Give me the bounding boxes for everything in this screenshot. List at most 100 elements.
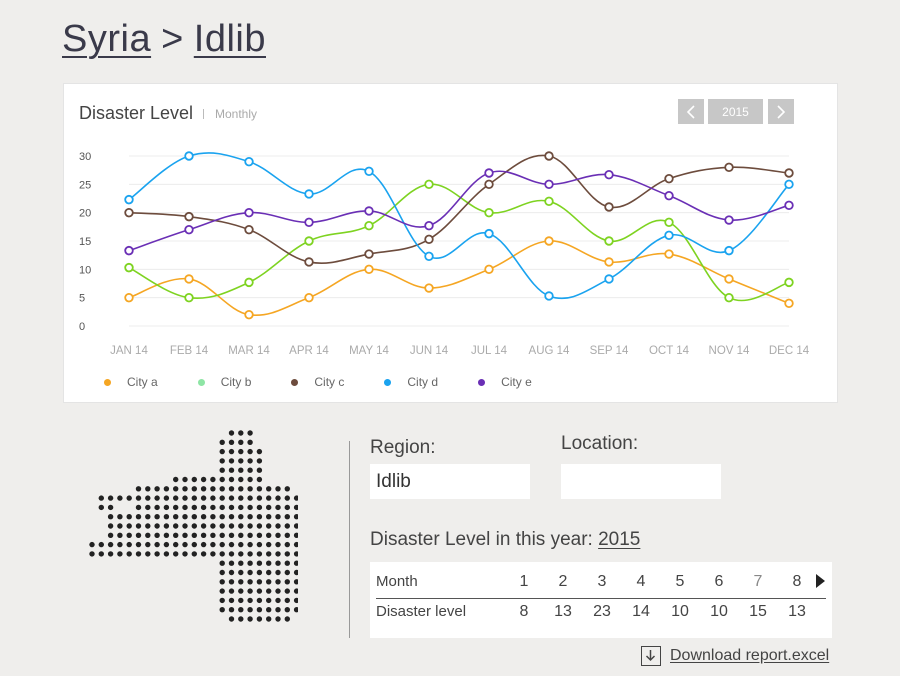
map-dot	[228, 532, 235, 538]
map-dot	[247, 523, 253, 529]
map-dot	[154, 551, 160, 557]
data-point[interactable]	[124, 245, 134, 256]
legend-item[interactable]: City e	[478, 375, 532, 389]
map-dot	[126, 532, 132, 538]
map-dot	[163, 504, 170, 511]
data-point[interactable]	[124, 194, 134, 205]
data-point[interactable]	[664, 230, 674, 241]
data-point[interactable]	[244, 207, 254, 218]
data-point[interactable]	[304, 189, 314, 199]
triangle-right-icon[interactable]	[816, 574, 825, 588]
data-point[interactable]	[604, 236, 614, 246]
data-point[interactable]	[544, 196, 554, 207]
data-point[interactable]	[184, 274, 194, 284]
data-point[interactable]	[604, 202, 614, 212]
map-dot	[247, 616, 253, 622]
data-point[interactable]	[484, 264, 494, 275]
legend-item[interactable]: City c	[291, 375, 344, 389]
data-point[interactable]	[784, 277, 794, 288]
data-point[interactable]	[244, 156, 254, 167]
map-dot	[247, 532, 253, 538]
map-dot	[200, 514, 207, 520]
map-dot	[182, 541, 188, 548]
data-point[interactable]	[424, 220, 434, 231]
year-next-button[interactable]	[768, 99, 794, 124]
breadcrumb-country-link[interactable]: Syria	[62, 18, 152, 60]
data-point[interactable]	[364, 220, 374, 231]
map-dot	[256, 588, 263, 594]
map-dot	[126, 495, 132, 501]
data-point[interactable]	[724, 215, 734, 225]
data-point[interactable]	[304, 292, 314, 303]
map-dot	[200, 476, 207, 483]
data-point[interactable]	[544, 291, 554, 301]
data-point[interactable]	[664, 173, 674, 184]
map-dot	[256, 448, 263, 455]
data-point[interactable]	[484, 168, 494, 178]
legend-label: City e	[501, 375, 532, 389]
data-point[interactable]	[484, 228, 494, 239]
data-point[interactable]	[424, 234, 434, 244]
data-point[interactable]	[124, 207, 134, 218]
year-prev-button[interactable]	[678, 99, 704, 124]
data-point[interactable]	[784, 298, 794, 309]
map-dot	[238, 616, 244, 622]
data-point[interactable]	[184, 211, 194, 222]
data-point[interactable]	[124, 292, 134, 303]
map-dot	[191, 504, 197, 511]
map-dot	[191, 495, 197, 501]
data-point[interactable]	[424, 179, 434, 190]
map-dot	[200, 523, 207, 529]
data-point[interactable]	[724, 245, 734, 256]
location-field[interactable]	[561, 464, 721, 499]
legend-item[interactable]: City d	[384, 375, 438, 389]
map-dot	[219, 504, 225, 511]
data-point[interactable]	[124, 262, 134, 273]
map-dot	[107, 514, 114, 520]
data-point[interactable]	[784, 168, 794, 178]
breadcrumb-region-link[interactable]: Idlib	[193, 18, 266, 60]
data-point[interactable]	[364, 249, 374, 259]
data-point[interactable]	[664, 217, 674, 227]
data-point[interactable]	[364, 206, 374, 216]
map-dot	[200, 551, 207, 557]
year-link[interactable]: 2015	[598, 529, 641, 550]
map-dot	[238, 504, 244, 511]
download-report-link[interactable]: Download report.excel	[641, 646, 829, 666]
data-point[interactable]	[244, 309, 254, 320]
data-point[interactable]	[604, 257, 614, 267]
legend-item[interactable]: City a	[104, 375, 158, 389]
map-dot	[266, 597, 272, 604]
legend-item[interactable]: City b	[197, 375, 251, 389]
data-point[interactable]	[244, 277, 254, 288]
map-dot	[145, 495, 151, 501]
data-point[interactable]	[724, 292, 734, 303]
data-point[interactable]	[724, 274, 734, 284]
data-point[interactable]	[544, 151, 554, 161]
data-point[interactable]	[364, 166, 374, 176]
data-point[interactable]	[604, 274, 614, 284]
data-point[interactable]	[424, 283, 434, 293]
region-field[interactable]	[370, 464, 530, 499]
data-point[interactable]	[364, 264, 374, 275]
data-point[interactable]	[184, 292, 194, 303]
data-point[interactable]	[304, 257, 314, 267]
data-point[interactable]	[304, 236, 314, 246]
data-point[interactable]	[784, 179, 794, 190]
legend-label: City c	[314, 375, 345, 389]
data-point[interactable]	[184, 151, 194, 161]
data-point[interactable]	[664, 249, 674, 259]
data-point[interactable]	[424, 251, 434, 261]
data-point[interactable]	[544, 179, 554, 190]
map-dot	[219, 541, 225, 548]
data-point[interactable]	[244, 224, 254, 235]
data-point[interactable]	[784, 200, 794, 210]
data-point[interactable]	[484, 207, 494, 218]
data-point[interactable]	[664, 190, 674, 201]
data-point[interactable]	[304, 217, 314, 227]
data-point[interactable]	[184, 224, 194, 235]
data-point[interactable]	[604, 169, 614, 180]
data-point[interactable]	[544, 236, 554, 246]
data-point[interactable]	[724, 162, 734, 173]
data-point[interactable]	[484, 179, 494, 190]
